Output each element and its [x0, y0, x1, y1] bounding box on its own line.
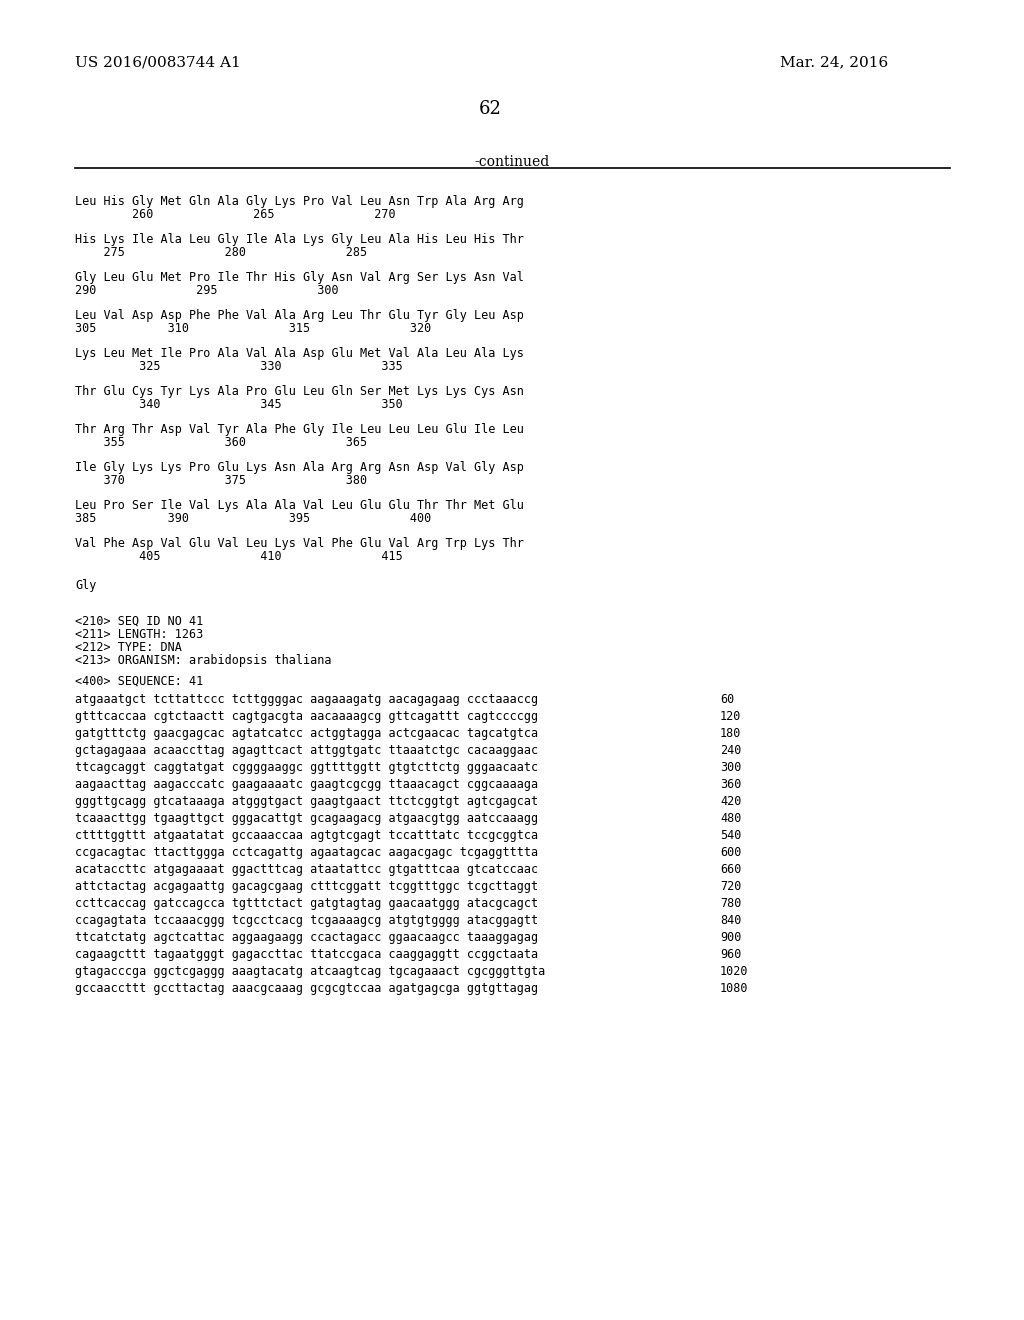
- Text: <210> SEQ ID NO 41: <210> SEQ ID NO 41: [75, 615, 203, 628]
- Text: Leu His Gly Met Gln Ala Gly Lys Pro Val Leu Asn Trp Ala Arg Arg: Leu His Gly Met Gln Ala Gly Lys Pro Val …: [75, 195, 524, 209]
- Text: 260              265              270: 260 265 270: [75, 209, 395, 220]
- Text: 780: 780: [720, 898, 741, 909]
- Text: tcaaacttgg tgaagttgct gggacattgt gcagaagacg atgaacgtgg aatccaaagg: tcaaacttgg tgaagttgct gggacattgt gcagaag…: [75, 812, 539, 825]
- Text: 720: 720: [720, 880, 741, 894]
- Text: attctactag acgagaattg gacagcgaag ctttcggatt tcggtttggc tcgcttaggt: attctactag acgagaattg gacagcgaag ctttcgg…: [75, 880, 539, 894]
- Text: acataccttc atgagaaaat ggactttcag ataatattcc gtgatttcaa gtcatccaac: acataccttc atgagaaaat ggactttcag ataatat…: [75, 863, 539, 876]
- Text: gggttgcagg gtcataaaga atgggtgact gaagtgaact ttctcggtgt agtcgagcat: gggttgcagg gtcataaaga atgggtgact gaagtga…: [75, 795, 539, 808]
- Text: ccttcaccag gatccagcca tgtttctact gatgtagtag gaacaatggg atacgcagct: ccttcaccag gatccagcca tgtttctact gatgtag…: [75, 898, 539, 909]
- Text: Lys Leu Met Ile Pro Ala Val Ala Asp Glu Met Val Ala Leu Ala Lys: Lys Leu Met Ile Pro Ala Val Ala Asp Glu …: [75, 347, 524, 360]
- Text: gatgtttctg gaacgagcac agtatcatcc actggtagga actcgaacac tagcatgtca: gatgtttctg gaacgagcac agtatcatcc actggta…: [75, 727, 539, 741]
- Text: Gly: Gly: [75, 579, 96, 591]
- Text: 360: 360: [720, 777, 741, 791]
- Text: 290              295              300: 290 295 300: [75, 284, 339, 297]
- Text: <212> TYPE: DNA: <212> TYPE: DNA: [75, 642, 182, 653]
- Text: US 2016/0083744 A1: US 2016/0083744 A1: [75, 55, 241, 69]
- Text: aagaacttag aagacccatc gaagaaaatc gaagtcgcgg ttaaacagct cggcaaaaga: aagaacttag aagacccatc gaagaaaatc gaagtcg…: [75, 777, 539, 791]
- Text: <213> ORGANISM: arabidopsis thaliana: <213> ORGANISM: arabidopsis thaliana: [75, 653, 332, 667]
- Text: 660: 660: [720, 863, 741, 876]
- Text: 325              330              335: 325 330 335: [75, 360, 402, 374]
- Text: gtttcaccaa cgtctaactt cagtgacgta aacaaaagcg gttcagattt cagtccccgg: gtttcaccaa cgtctaactt cagtgacgta aacaaaa…: [75, 710, 539, 723]
- Text: 385          390              395              400: 385 390 395 400: [75, 512, 431, 525]
- Text: ccagagtata tccaaacggg tcgcctcacg tcgaaaagcg atgtgtgggg atacggagtt: ccagagtata tccaaacggg tcgcctcacg tcgaaaa…: [75, 913, 539, 927]
- Text: 840: 840: [720, 913, 741, 927]
- Text: 340              345              350: 340 345 350: [75, 399, 402, 411]
- Text: Mar. 24, 2016: Mar. 24, 2016: [780, 55, 888, 69]
- Text: 240: 240: [720, 744, 741, 756]
- Text: 120: 120: [720, 710, 741, 723]
- Text: 300: 300: [720, 762, 741, 774]
- Text: gtagacccga ggctcgaggg aaagtacatg atcaagtcag tgcagaaact cgcgggttgta: gtagacccga ggctcgaggg aaagtacatg atcaagt…: [75, 965, 545, 978]
- Text: Leu Pro Ser Ile Val Lys Ala Ala Val Leu Glu Glu Thr Thr Met Glu: Leu Pro Ser Ile Val Lys Ala Ala Val Leu …: [75, 499, 524, 512]
- Text: Thr Glu Cys Tyr Lys Ala Pro Glu Leu Gln Ser Met Lys Lys Cys Asn: Thr Glu Cys Tyr Lys Ala Pro Glu Leu Gln …: [75, 385, 524, 399]
- Text: ttcatctatg agctcattac aggaagaagg ccactagacc ggaacaagcc taaaggagag: ttcatctatg agctcattac aggaagaagg ccactag…: [75, 931, 539, 944]
- Text: 900: 900: [720, 931, 741, 944]
- Text: 60: 60: [720, 693, 734, 706]
- Text: cttttggttt atgaatatat gccaaaccaa agtgtcgagt tccatttatc tccgcggtca: cttttggttt atgaatatat gccaaaccaa agtgtcg…: [75, 829, 539, 842]
- Text: 305          310              315              320: 305 310 315 320: [75, 322, 431, 335]
- Text: 275              280              285: 275 280 285: [75, 246, 368, 259]
- Text: Ile Gly Lys Lys Pro Glu Lys Asn Ala Arg Arg Asn Asp Val Gly Asp: Ile Gly Lys Lys Pro Glu Lys Asn Ala Arg …: [75, 461, 524, 474]
- Text: ccgacagtac ttacttggga cctcagattg agaatagcac aagacgagc tcgaggtttta: ccgacagtac ttacttggga cctcagattg agaatag…: [75, 846, 539, 859]
- Text: gccaaccttt gccttactag aaacgcaaag gcgcgtccaa agatgagcga ggtgttagag: gccaaccttt gccttactag aaacgcaaag gcgcgtc…: [75, 982, 539, 995]
- Text: 420: 420: [720, 795, 741, 808]
- Text: 600: 600: [720, 846, 741, 859]
- Text: 540: 540: [720, 829, 741, 842]
- Text: Leu Val Asp Asp Phe Phe Val Ala Arg Leu Thr Glu Tyr Gly Leu Asp: Leu Val Asp Asp Phe Phe Val Ala Arg Leu …: [75, 309, 524, 322]
- Text: 355              360              365: 355 360 365: [75, 436, 368, 449]
- Text: 62: 62: [478, 100, 502, 117]
- Text: Gly Leu Glu Met Pro Ile Thr His Gly Asn Val Arg Ser Lys Asn Val: Gly Leu Glu Met Pro Ile Thr His Gly Asn …: [75, 271, 524, 284]
- Text: -continued: -continued: [474, 154, 550, 169]
- Text: 1020: 1020: [720, 965, 749, 978]
- Text: Val Phe Asp Val Glu Val Leu Lys Val Phe Glu Val Arg Trp Lys Thr: Val Phe Asp Val Glu Val Leu Lys Val Phe …: [75, 537, 524, 550]
- Text: 1080: 1080: [720, 982, 749, 995]
- Text: 180: 180: [720, 727, 741, 741]
- Text: gctagagaaa acaaccttag agagttcact attggtgatc ttaaatctgc cacaaggaac: gctagagaaa acaaccttag agagttcact attggtg…: [75, 744, 539, 756]
- Text: 960: 960: [720, 948, 741, 961]
- Text: atgaaatgct tcttattccc tcttggggac aagaaagatg aacagagaag ccctaaaccg: atgaaatgct tcttattccc tcttggggac aagaaag…: [75, 693, 539, 706]
- Text: His Lys Ile Ala Leu Gly Ile Ala Lys Gly Leu Ala His Leu His Thr: His Lys Ile Ala Leu Gly Ile Ala Lys Gly …: [75, 234, 524, 246]
- Text: ttcagcaggt caggtatgat cggggaaggc ggttttggtt gtgtcttctg gggaacaatc: ttcagcaggt caggtatgat cggggaaggc ggttttg…: [75, 762, 539, 774]
- Text: 405              410              415: 405 410 415: [75, 550, 402, 564]
- Text: <400> SEQUENCE: 41: <400> SEQUENCE: 41: [75, 675, 203, 688]
- Text: cagaagcttt tagaatgggt gagaccttac ttatccgaca caaggaggtt ccggctaata: cagaagcttt tagaatgggt gagaccttac ttatccg…: [75, 948, 539, 961]
- Text: Thr Arg Thr Asp Val Tyr Ala Phe Gly Ile Leu Leu Leu Glu Ile Leu: Thr Arg Thr Asp Val Tyr Ala Phe Gly Ile …: [75, 422, 524, 436]
- Text: <211> LENGTH: 1263: <211> LENGTH: 1263: [75, 628, 203, 642]
- Text: 370              375              380: 370 375 380: [75, 474, 368, 487]
- Text: 480: 480: [720, 812, 741, 825]
